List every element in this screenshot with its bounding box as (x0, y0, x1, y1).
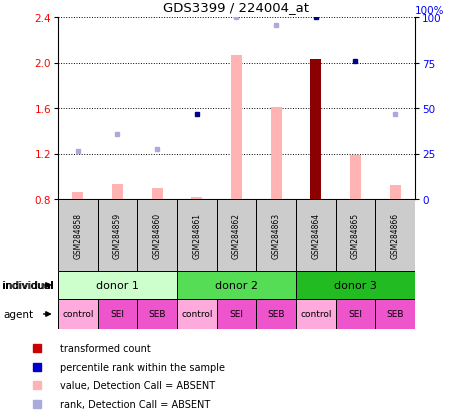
Bar (137, 299, 177, 329)
Text: 100%: 100% (414, 6, 443, 16)
Text: GSM284859: GSM284859 (113, 212, 122, 259)
Bar (256, 199, 295, 271)
Text: SEI: SEI (110, 310, 124, 319)
Bar (310, 60, 321, 199)
Bar (335, 199, 375, 271)
Text: GSM284863: GSM284863 (271, 212, 280, 259)
Text: GSM284866: GSM284866 (390, 212, 399, 259)
Bar (270, 108, 281, 199)
Text: control: control (181, 310, 212, 319)
Bar (112, 185, 123, 199)
Bar (230, 55, 241, 199)
Text: GSM284861: GSM284861 (192, 212, 201, 259)
Text: SEB: SEB (386, 310, 403, 319)
Text: agent: agent (3, 309, 34, 319)
Text: donor 2: donor 2 (214, 280, 257, 290)
Bar (177, 271, 295, 299)
Text: SEB: SEB (148, 310, 166, 319)
Bar (375, 199, 414, 271)
Text: rank, Detection Call = ABSENT: rank, Detection Call = ABSENT (60, 399, 210, 408)
Text: donor 1: donor 1 (96, 280, 139, 290)
Bar (349, 155, 360, 199)
Bar (295, 299, 335, 329)
Bar (97, 299, 137, 329)
Bar (177, 199, 216, 271)
Bar (335, 299, 375, 329)
Text: individual: individual (3, 280, 54, 290)
Text: GSM284860: GSM284860 (152, 212, 161, 259)
Bar (58, 199, 97, 271)
Text: GSM284862: GSM284862 (231, 212, 241, 259)
Text: individual: individual (2, 280, 53, 290)
Bar (177, 299, 216, 329)
Text: control: control (299, 310, 331, 319)
Bar (58, 299, 97, 329)
Text: SEI: SEI (348, 310, 362, 319)
Bar (191, 197, 202, 199)
Text: SEB: SEB (267, 310, 284, 319)
Text: GSM284864: GSM284864 (311, 212, 319, 259)
Bar (58, 271, 177, 299)
Bar (151, 188, 162, 199)
Bar (389, 186, 400, 199)
Bar (216, 299, 256, 329)
Bar (137, 199, 177, 271)
Title: GDS3399 / 224004_at: GDS3399 / 224004_at (163, 1, 309, 14)
Text: donor 3: donor 3 (333, 280, 376, 290)
Bar (256, 299, 295, 329)
Bar (97, 199, 137, 271)
Bar (216, 199, 256, 271)
Bar (375, 299, 414, 329)
Text: value, Detection Call = ABSENT: value, Detection Call = ABSENT (60, 380, 214, 390)
Text: SEI: SEI (229, 310, 243, 319)
Bar (72, 193, 83, 199)
Bar (295, 271, 414, 299)
Text: GSM284858: GSM284858 (73, 212, 82, 259)
Text: transformed count: transformed count (60, 343, 150, 354)
Text: control: control (62, 310, 93, 319)
Bar (295, 199, 335, 271)
Text: percentile rank within the sample: percentile rank within the sample (60, 362, 224, 372)
Text: GSM284865: GSM284865 (350, 212, 359, 259)
